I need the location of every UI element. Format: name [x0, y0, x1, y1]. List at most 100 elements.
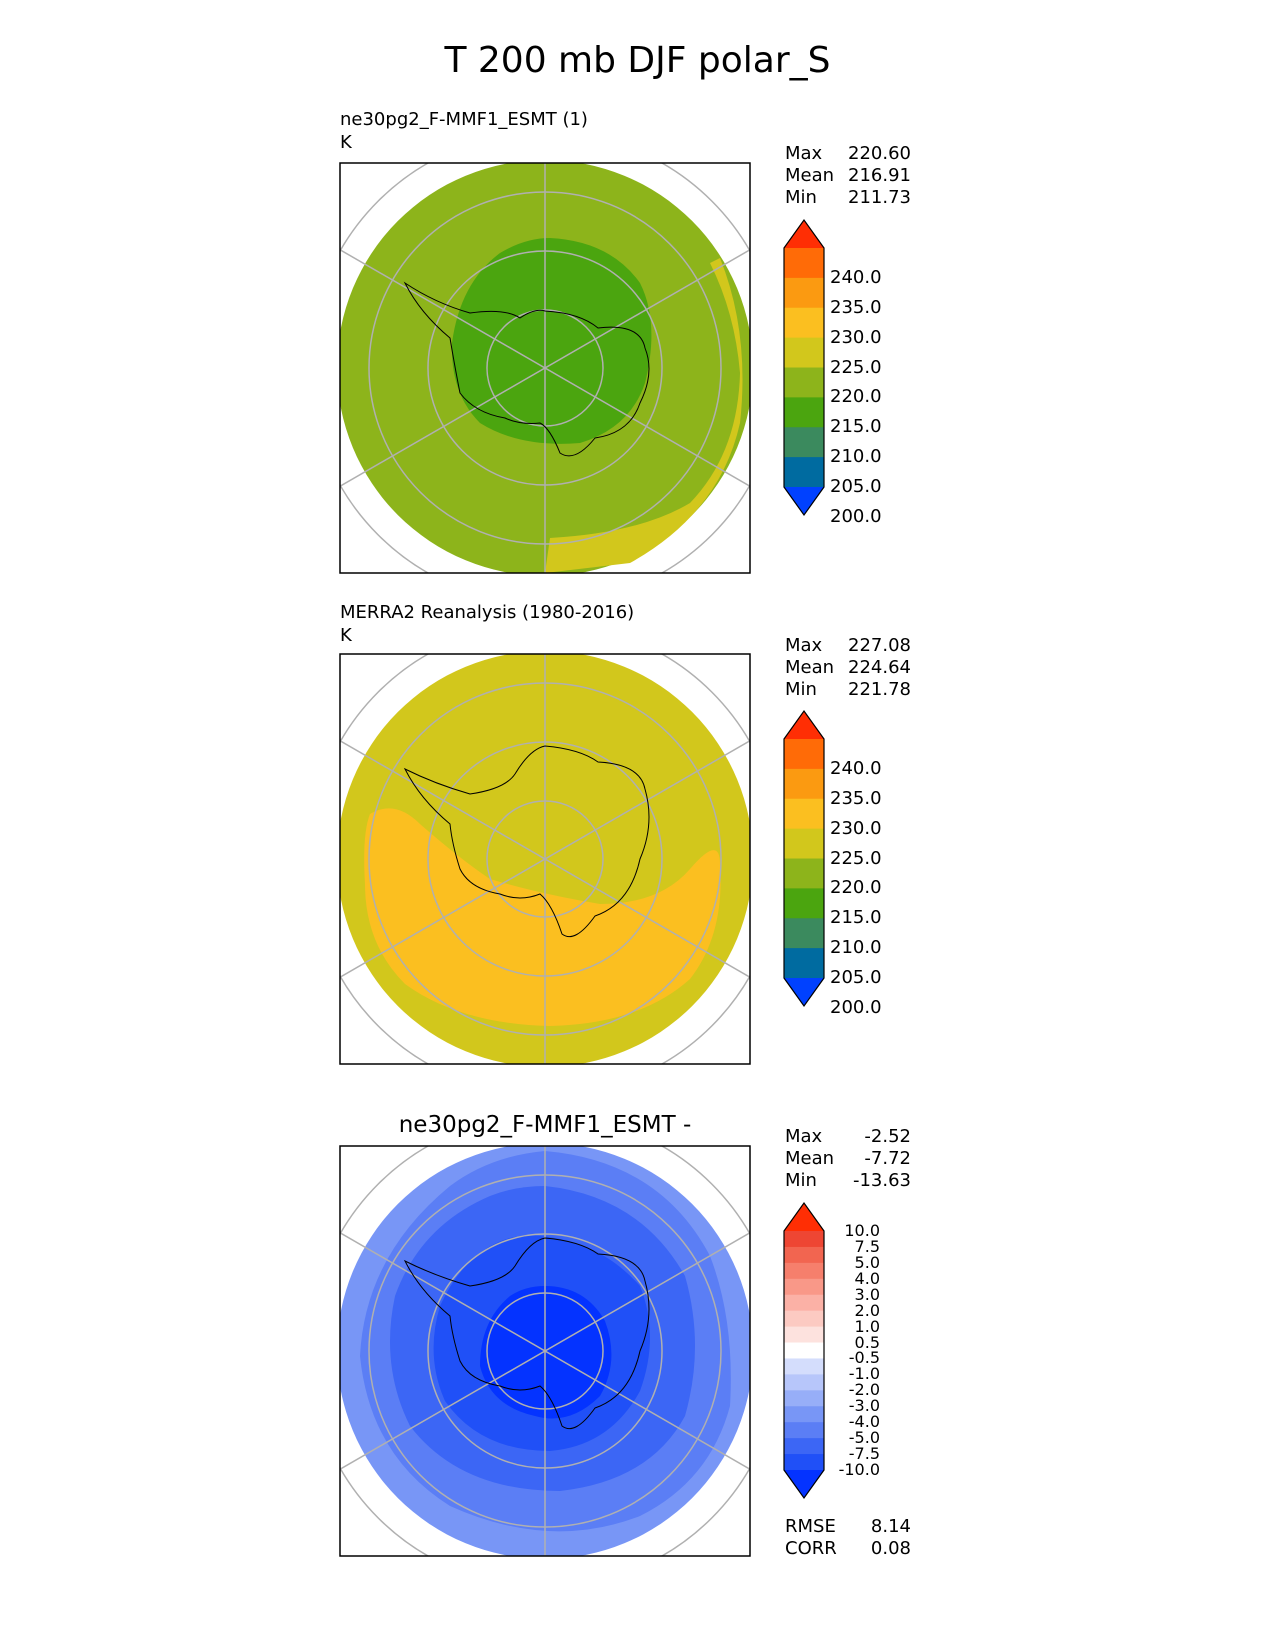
colorbar-level — [784, 1310, 824, 1328]
ref-gridlines — [340, 654, 750, 1064]
colorbar-level — [784, 888, 824, 919]
colorbar-tick-label: 205.0 — [830, 476, 882, 497]
ref-stats: Max 227.08 Mean 224.64 Min 221.78 — [785, 635, 911, 701]
colorbar-level — [784, 1278, 824, 1296]
colorbar-level — [784, 1438, 824, 1455]
colorbar-tick-label: 210.0 — [830, 446, 882, 468]
test-map-frame — [339, 162, 751, 574]
diff-metric-corr: CORR 0.08 — [785, 1538, 911, 1559]
colorbar-tick-label: 240.0 — [830, 757, 882, 779]
colorbar-cap-bottom — [784, 1470, 824, 1498]
colorbar-tick-label: -7.5 — [848, 1444, 880, 1464]
colorbar-level — [784, 768, 824, 800]
colorbar-tick-label: 7.5 — [854, 1236, 880, 1256]
colorbar-level — [784, 1326, 824, 1344]
colorbar-tick-label: 10.0 — [844, 1221, 880, 1240]
test-stat-min: Min 211.73 — [785, 187, 911, 208]
colorbar-level — [784, 397, 824, 428]
colorbar-tick-label: -2.0 — [848, 1380, 880, 1400]
ref-stat-mean: Mean 224.64 — [785, 657, 911, 678]
colorbar-tick-label: -0.5 — [848, 1348, 880, 1368]
colorbar-outline — [783, 218, 825, 517]
colorbar-level — [784, 1406, 824, 1423]
ref-antarctica-coastline — [403, 745, 650, 938]
colorbar-level — [784, 739, 824, 770]
colorbar-tick-label: 225.0 — [830, 847, 882, 869]
test-panel-title: ne30pg2_F-MMF1_ESMT (1) — [340, 109, 588, 130]
colorbar-outline — [783, 709, 825, 1008]
diff-stats: Max -2.52 Mean -7.72 Min -13.63 — [785, 1126, 911, 1192]
test-map — [339, 162, 751, 574]
diff-map-frame — [339, 1145, 751, 1557]
colorbar-tick-label: 1.0 — [854, 1316, 880, 1336]
colorbar-level — [784, 1294, 824, 1312]
colorbar-level — [784, 1246, 824, 1264]
ref-panel-units: K — [340, 625, 352, 646]
colorbar-level — [784, 1422, 824, 1439]
colorbar-tick-label: 230.0 — [830, 326, 882, 348]
ref-colorbar — [783, 709, 825, 1008]
colorbar-level — [784, 1342, 824, 1359]
colorbar-level — [784, 248, 824, 279]
colorbar-level — [784, 1231, 824, 1248]
colorbar-level — [784, 828, 824, 859]
test-stat-max: Max 220.60 — [785, 143, 911, 164]
test-panel-units: K — [340, 132, 352, 153]
colorbar-tick-label: 235.0 — [830, 787, 882, 809]
colorbar-cap-top — [784, 1203, 824, 1231]
colorbar-tick-label: 215.0 — [830, 416, 882, 438]
colorbar-level — [784, 1454, 824, 1471]
diff-stat-mean: Mean -7.72 — [785, 1148, 911, 1169]
ref-map — [339, 653, 751, 1065]
colorbar-outline — [783, 1201, 825, 1500]
colorbar-level — [784, 457, 824, 488]
colorbar-level — [784, 1358, 824, 1375]
colorbar-tick-label: 3.0 — [854, 1284, 880, 1304]
colorbar-tick-label: -10.0 — [838, 1460, 880, 1479]
test-stat-mean: Mean 216.91 — [785, 165, 911, 186]
colorbar-tick-label: 200.0 — [830, 996, 882, 1018]
colorbar-tick-label: 205.0 — [830, 967, 882, 988]
test-stats: Max 220.60 Mean 216.91 Min 211.73 — [785, 143, 911, 209]
colorbar-tick-label: 4.0 — [854, 1268, 880, 1288]
test-field-warm-band — [545, 258, 743, 573]
diff-metrics: RMSE 8.14 CORR 0.08 — [785, 1516, 911, 1560]
colorbar-tick-label: 0.5 — [854, 1332, 880, 1352]
colorbar-tick-label: -4.0 — [848, 1412, 880, 1432]
colorbar-tick-label: -5.0 — [848, 1428, 880, 1448]
colorbar-cap-bottom — [784, 978, 824, 1006]
colorbar-tick-label: 225.0 — [830, 356, 882, 378]
colorbar-tick-label: 220.0 — [830, 877, 882, 899]
colorbar-tick-label: -3.0 — [848, 1396, 880, 1416]
diff-panel-title: ne30pg2_F-MMF1_ESMT - — [398, 1112, 692, 1138]
diff-metric-rmse: RMSE 8.14 — [785, 1516, 911, 1537]
colorbar-tick-label: -1.0 — [848, 1364, 880, 1384]
diff-stat-max: Max -2.52 — [785, 1126, 911, 1147]
ref-stat-max: Max 227.08 — [785, 635, 911, 656]
colorbar-tick-label: 5.0 — [854, 1252, 880, 1272]
ref-map-frame — [339, 653, 751, 1065]
colorbar-tick-label: 235.0 — [830, 296, 882, 318]
ref-stat-min: Min 221.78 — [785, 679, 911, 700]
colorbar-level — [784, 337, 824, 368]
colorbar-tick-label: 220.0 — [830, 386, 882, 408]
diff-gridlines — [340, 1146, 750, 1556]
colorbar-tick-label: 230.0 — [830, 817, 882, 839]
colorbar-tick-label: 215.0 — [830, 907, 882, 929]
colorbar-cap-top — [784, 220, 824, 248]
diff-antarctica-coastline — [403, 1237, 650, 1430]
colorbar-level — [784, 277, 824, 309]
diff-map — [339, 1145, 751, 1557]
ref-panel-title: MERRA2 Reanalysis (1980-2016) — [340, 602, 635, 623]
colorbar-tick-label: 210.0 — [830, 937, 882, 959]
colorbar-level — [784, 307, 824, 339]
colorbar-level — [784, 1374, 824, 1391]
test-gridlines — [340, 163, 750, 573]
figure-title: T 200 mb DJF polar_S — [444, 40, 831, 81]
colorbar-cap-top — [784, 711, 824, 739]
diff-stat-min: Min -13.63 — [785, 1170, 911, 1191]
colorbar-level — [784, 1390, 824, 1407]
colorbar-level — [784, 427, 824, 458]
colorbar-level — [784, 798, 824, 830]
test-colorbar — [783, 218, 825, 517]
